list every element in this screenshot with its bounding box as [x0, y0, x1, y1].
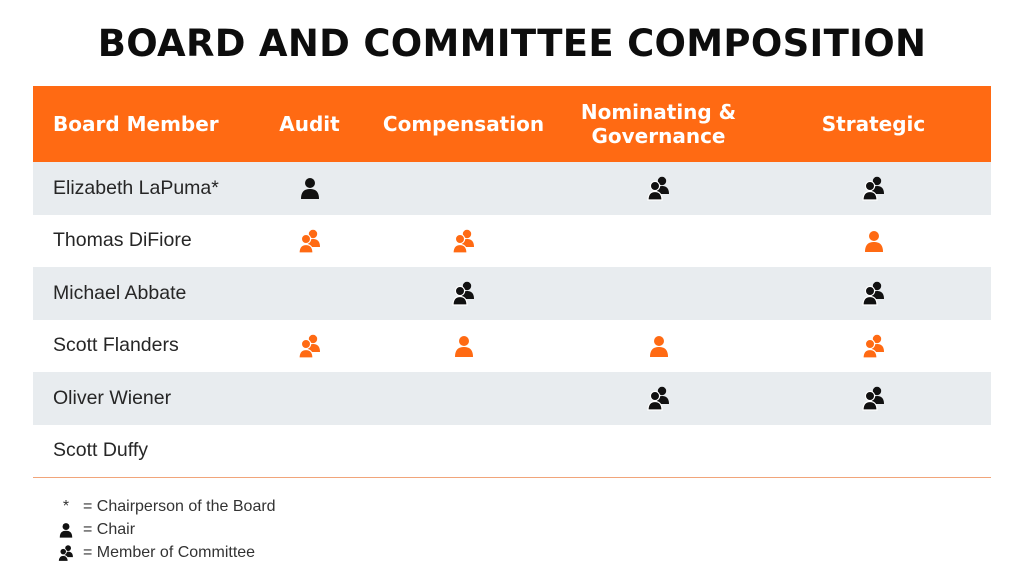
cell-strategic: [756, 320, 991, 373]
cell-compensation: [366, 320, 561, 373]
legend-chair: = Chair: [55, 518, 276, 541]
header-audit: Audit: [279, 112, 340, 136]
cell-nominating-governance: [561, 162, 756, 215]
cell-strategic: [756, 267, 991, 320]
member-icon: [297, 228, 323, 254]
chair-icon: [297, 175, 323, 201]
member-icon: [451, 280, 477, 306]
legend-chairperson-label: = Chairperson of the Board: [83, 497, 276, 515]
table-row: Michael Abbate: [33, 267, 991, 320]
chair-icon: [861, 228, 887, 254]
cell-nominating-governance: [561, 215, 756, 268]
cell-compensation: [366, 162, 561, 215]
board-member-name: Oliver Wiener: [53, 386, 172, 409]
board-member-name: Thomas DiFiore: [53, 229, 192, 252]
member-icon: [861, 280, 887, 306]
table-row: Elizabeth LaPuma*: [33, 162, 991, 215]
member-icon: [861, 333, 887, 359]
cell-audit: [253, 320, 366, 373]
board-member-name: Michael Abbate: [53, 281, 187, 304]
member-icon: [861, 175, 887, 201]
header-compensation: Compensation: [382, 112, 545, 136]
legend: * = Chairperson of the Board = Chair = M…: [55, 495, 276, 564]
chair-icon: [646, 333, 672, 359]
cell-nominating-governance: [561, 267, 756, 320]
table-row: Oliver Wiener: [33, 372, 991, 425]
member-icon: [861, 385, 887, 411]
cell-compensation: [366, 267, 561, 320]
cell-audit: [253, 372, 366, 425]
cell-nominating-governance: [561, 372, 756, 425]
composition-table: Board Member Audit Compensation Nominati…: [33, 86, 991, 478]
table-row: Scott Duffy: [33, 425, 991, 478]
cell-strategic: [756, 215, 991, 268]
header-nominating-governance: Nominating & Governance: [580, 100, 737, 148]
member-icon: [297, 333, 323, 359]
legend-member-label: = Member of Committee: [83, 543, 256, 561]
header-strategic: Strategic: [821, 112, 926, 136]
legend-member: = Member of Committee: [55, 541, 276, 564]
cell-nominating-governance: [561, 425, 756, 478]
cell-compensation: [366, 425, 561, 478]
cell-strategic: [756, 425, 991, 478]
board-member-name: Scott Duffy: [53, 439, 149, 462]
cell-strategic: [756, 372, 991, 425]
legend-chair-label: = Chair: [83, 520, 136, 538]
member-icon: [55, 544, 77, 562]
table-row: Thomas DiFiore: [33, 215, 991, 268]
cell-compensation: [366, 215, 561, 268]
cell-strategic: [756, 162, 991, 215]
table-body: Elizabeth LaPuma* Thomas DiFiore Michael A…: [33, 162, 991, 478]
board-member-name: Elizabeth LaPuma*: [53, 176, 219, 199]
cell-audit: [253, 267, 366, 320]
member-icon: [646, 175, 672, 201]
member-icon: [646, 385, 672, 411]
cell-compensation: [366, 372, 561, 425]
page-title: BOARD AND COMMITTEE COMPOSITION: [97, 22, 927, 65]
cell-audit: [253, 425, 366, 478]
table-header: Board Member Audit Compensation Nominati…: [33, 86, 991, 162]
chair-icon: [451, 333, 477, 359]
table-row: Scott Flanders: [33, 320, 991, 373]
chair-icon: [55, 521, 77, 539]
board-member-name: Scott Flanders: [53, 334, 179, 357]
legend-chairperson: * = Chairperson of the Board: [55, 495, 276, 518]
asterisk-symbol: *: [62, 497, 70, 515]
cell-nominating-governance: [561, 320, 756, 373]
cell-audit: [253, 162, 366, 215]
header-board-member: Board Member: [53, 112, 219, 136]
member-icon: [451, 228, 477, 254]
cell-audit: [253, 215, 366, 268]
